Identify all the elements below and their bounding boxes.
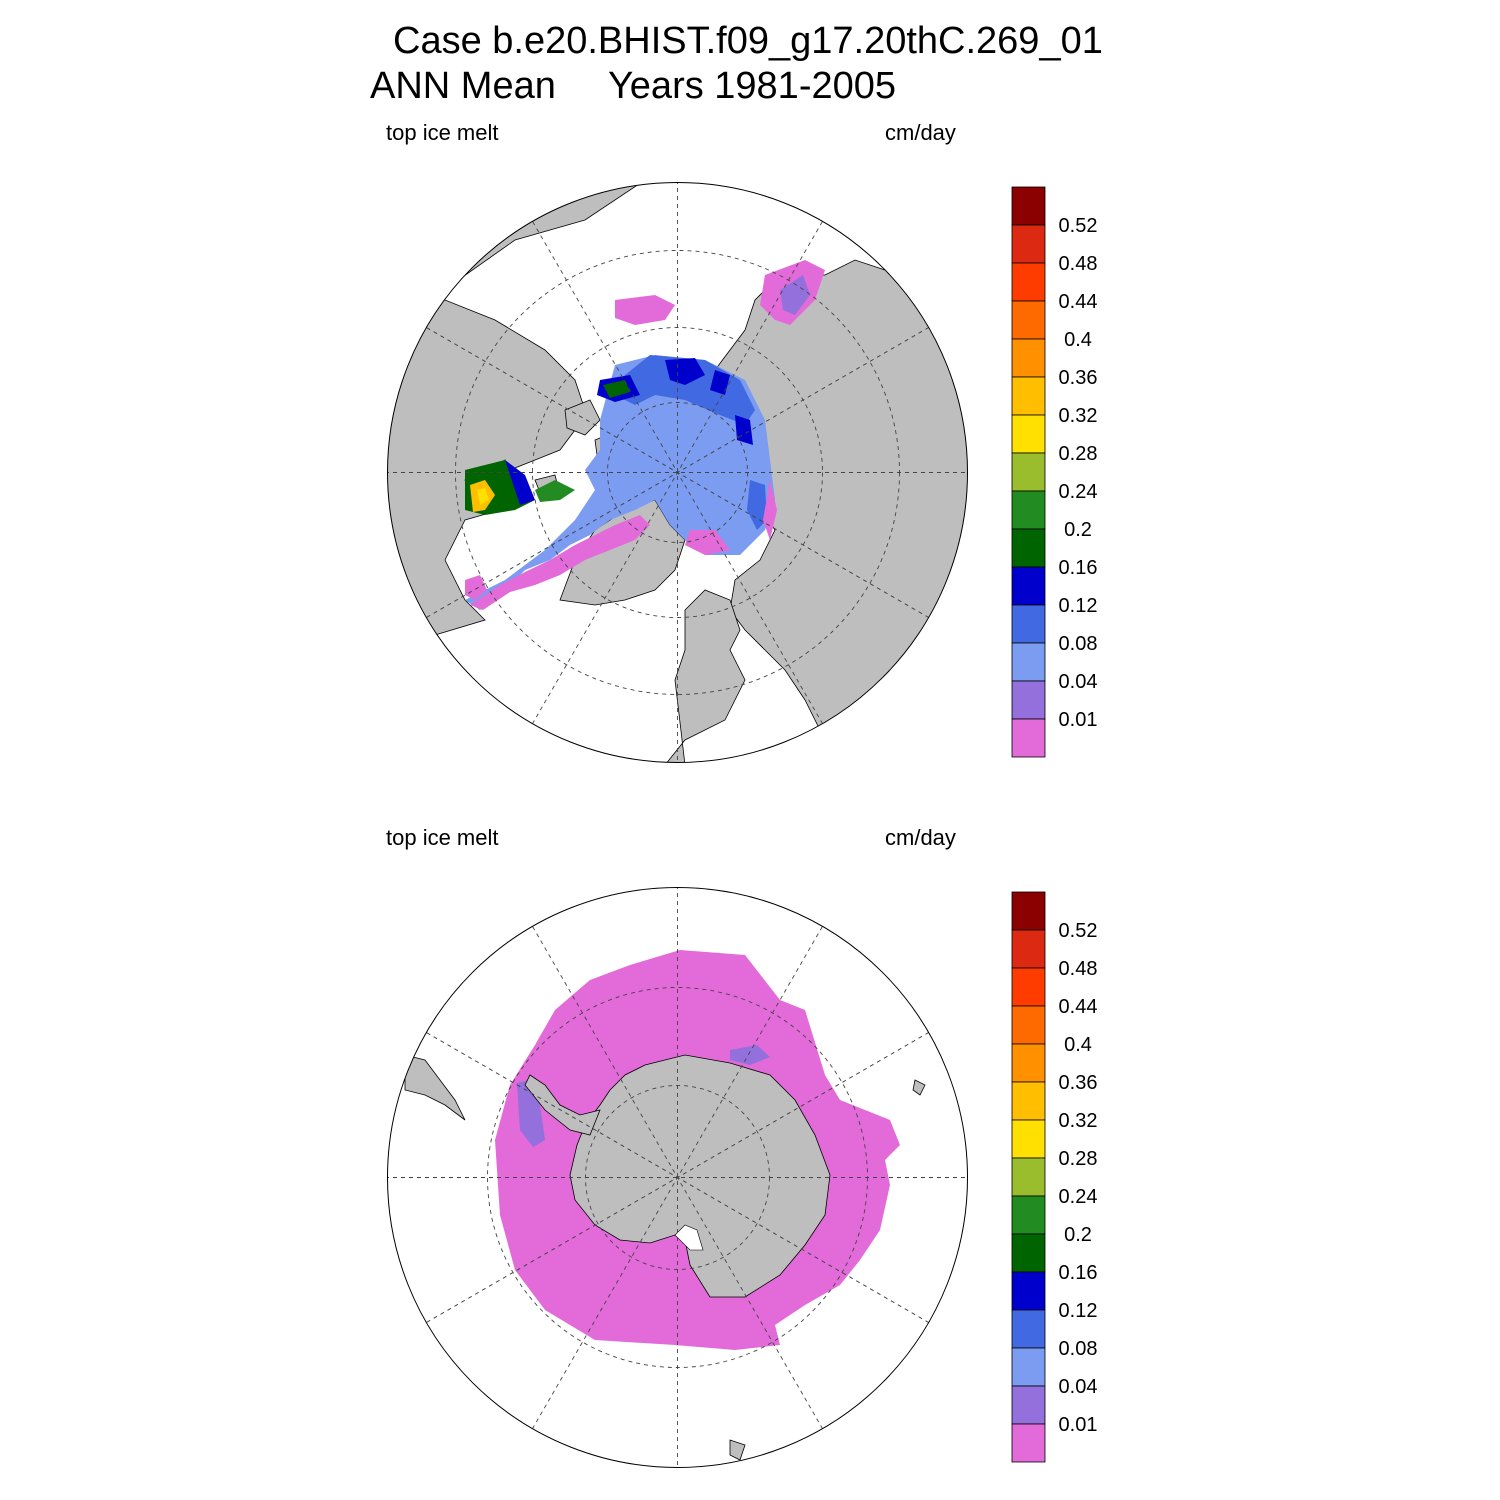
- north-colorbar-tick-label: 0.28: [1059, 443, 1098, 465]
- north-colorbar-swatch: [1011, 566, 1046, 606]
- north-colorbar-tick-label: 0.04: [1059, 671, 1098, 693]
- north-colorbar-swatch: [1011, 604, 1046, 644]
- north-colorbar-tick-label: 0.01: [1059, 709, 1098, 731]
- north-colorbar-tick-label: 0.48: [1059, 253, 1098, 275]
- title-line-1: Case b.e20.BHIST.f09_g17.20thC.269_01: [393, 20, 1103, 62]
- south-colorbar-tick-label: 0.32: [1059, 1110, 1098, 1132]
- north-colorbar-tick-label: 0.12: [1059, 595, 1098, 617]
- north-colorbar-swatch: [1011, 528, 1046, 568]
- north-colorbar-tick-label: 0.08: [1059, 633, 1098, 655]
- north-colorbar-tick-label: 0.44: [1059, 291, 1098, 313]
- north-colorbar-tick-label: 0.52: [1059, 215, 1098, 237]
- north-polar-map: [387, 182, 968, 763]
- south-polar-map: [387, 887, 968, 1468]
- south-colorbar-swatch: [1011, 1043, 1046, 1083]
- south-colorbar-tick-label: 0.08: [1059, 1338, 1098, 1360]
- north-colorbar-tick-label: 0.2: [1064, 519, 1092, 541]
- south-colorbar-swatch: [1011, 1309, 1046, 1349]
- south-colorbar-swatch: [1011, 1005, 1046, 1045]
- south-colorbar-tick-label: 0.4: [1064, 1034, 1092, 1056]
- south-land: [404, 1054, 926, 1461]
- north-colorbar-tick-label: 0.32: [1059, 405, 1098, 427]
- south-colorbar-tick-label: 0.16: [1059, 1262, 1098, 1284]
- south-colorbar-tick-label: 0.24: [1059, 1186, 1098, 1208]
- south-units-label: cm/day: [885, 825, 956, 850]
- north-colorbar-swatch: [1011, 680, 1046, 720]
- south-colorbar-tick-label: 0.01: [1059, 1414, 1098, 1436]
- north-colorbar-swatch: [1011, 300, 1046, 340]
- south-colorbar-swatch: [1011, 891, 1046, 931]
- south-colorbar-swatch: [1011, 1385, 1046, 1425]
- south-colorbar-swatch: [1011, 1195, 1046, 1235]
- south-graticule: [387, 887, 968, 1468]
- north-colorbar-swatch: [1011, 642, 1046, 682]
- north-units-label: cm/day: [885, 120, 956, 145]
- north-colorbar-tick-label: 0.4: [1064, 329, 1092, 351]
- north-sea-ice-fill: [465, 260, 825, 610]
- south-colorbar-tick-label: 0.28: [1059, 1148, 1098, 1170]
- north-colorbar-swatch: [1011, 376, 1046, 416]
- north-colorbar-swatch: [1011, 490, 1046, 530]
- south-colorbar-tick-label: 0.52: [1059, 920, 1098, 942]
- north-colorbar-swatch: [1011, 186, 1046, 226]
- north-colorbar-swatch: [1011, 262, 1046, 302]
- north-colorbar-swatch: [1011, 414, 1046, 454]
- north-colorbar-swatch: [1011, 224, 1046, 264]
- north-graticule: [387, 182, 968, 763]
- north-colorbar-swatch: [1011, 338, 1046, 378]
- north-colorbar-swatch: [1011, 718, 1046, 758]
- south-colorbar-swatch: [1011, 1081, 1046, 1121]
- south-colorbar-swatch: [1011, 1119, 1046, 1159]
- south-colorbar-tick-label: 0.36: [1059, 1072, 1098, 1094]
- north-colorbar-tick-label: 0.36: [1059, 367, 1098, 389]
- south-ice-shelf: [674, 1224, 704, 1251]
- north-variable-label: top ice melt: [386, 120, 499, 145]
- south-colorbar-tick-label: 0.04: [1059, 1376, 1098, 1398]
- north-colorbar-tick-label: 0.24: [1059, 481, 1098, 503]
- south-colorbar-tick-label: 0.12: [1059, 1300, 1098, 1322]
- south-colorbar-swatch: [1011, 1271, 1046, 1311]
- north-colorbar: 0.52 0.48 0.44 0.4 0.36 0.32 0.28 0.24 0.2 0.16 0.…: [1011, 186, 1098, 758]
- north-colorbar-tick-label: 0.16: [1059, 557, 1098, 579]
- south-colorbar: 0.52 0.48 0.44 0.4 0.36 0.32 0.28 0.24 0.2 0.16 0.…: [1011, 891, 1098, 1463]
- title-line-2: ANN Mean Years 1981-2005: [370, 65, 897, 107]
- south-colorbar-swatch: [1011, 929, 1046, 969]
- north-map-border: [387, 182, 968, 763]
- south-colorbar-tick-label: 0.44: [1059, 996, 1098, 1018]
- south-colorbar-swatch: [1011, 1423, 1046, 1463]
- north-colorbar-swatch: [1011, 452, 1046, 492]
- south-colorbar-swatch: [1011, 967, 1046, 1007]
- south-colorbar-swatch: [1011, 1347, 1046, 1387]
- south-colorbar-tick-label: 0.2: [1064, 1224, 1092, 1246]
- south-colorbar-tick-label: 0.48: [1059, 958, 1098, 980]
- south-variable-label: top ice melt: [386, 825, 499, 850]
- south-map-border: [387, 887, 968, 1468]
- south-colorbar-swatch: [1011, 1157, 1046, 1197]
- south-colorbar-swatch: [1011, 1233, 1046, 1273]
